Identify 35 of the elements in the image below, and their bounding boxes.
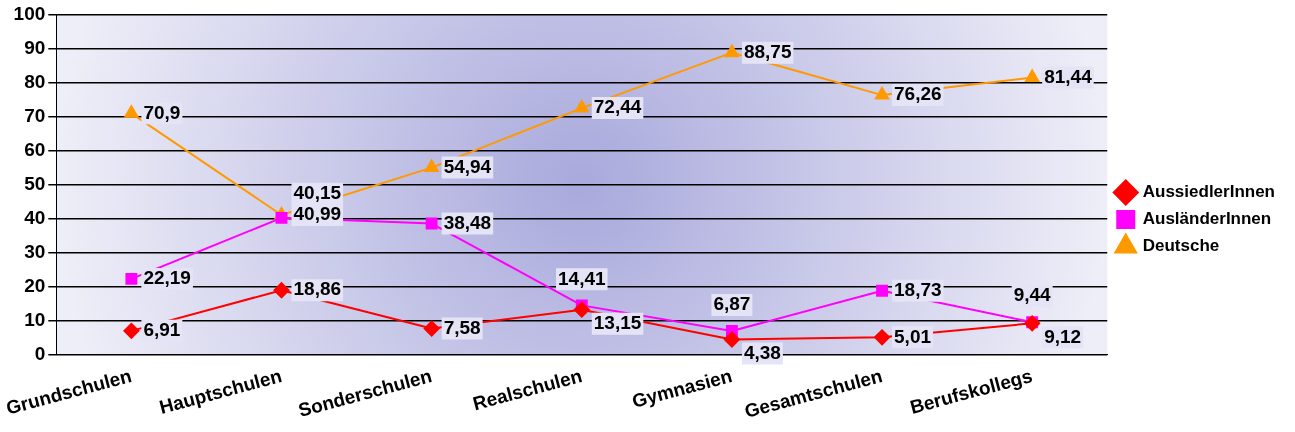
data-label: 18,73 xyxy=(894,278,942,300)
data-label: 5,01 xyxy=(894,325,932,347)
data-label: 13,15 xyxy=(593,311,642,333)
y-tick-label: 80 xyxy=(24,70,46,92)
y-tick-label: 0 xyxy=(34,342,46,364)
data-label: 38,48 xyxy=(443,211,492,233)
y-tick-label: 50 xyxy=(24,172,46,194)
y-tick-label: 40 xyxy=(24,206,46,228)
y-tick-label: 90 xyxy=(24,36,46,58)
legend-label: AussiedlerInnen xyxy=(1142,182,1276,202)
legend-label: AusländerInnen xyxy=(1142,209,1272,229)
data-label: 18,86 xyxy=(293,278,342,300)
y-tick-label: 20 xyxy=(24,274,46,296)
data-label: 40,99 xyxy=(293,203,342,225)
data-label: 14,41 xyxy=(558,267,606,289)
data-label: 6,87 xyxy=(713,293,751,315)
data-label: 6,91 xyxy=(143,319,181,341)
y-tick-label: 10 xyxy=(24,308,46,330)
y-tick-label: 60 xyxy=(24,138,46,160)
y-tick-label: 70 xyxy=(24,104,46,126)
data-label: 4,38 xyxy=(743,341,781,363)
data-label: 9,44 xyxy=(1013,284,1052,306)
data-label: 76,26 xyxy=(894,83,942,105)
data-label: 72,44 xyxy=(593,96,642,118)
data-label: 7,58 xyxy=(443,316,481,338)
legend-label: Deutsche xyxy=(1142,236,1220,256)
data-label: 70,9 xyxy=(143,101,181,123)
data-label: 40,15 xyxy=(293,182,342,204)
data-label: 22,19 xyxy=(143,267,191,289)
data-label: 9,12 xyxy=(1044,325,1082,347)
y-tick-label: 30 xyxy=(24,240,46,262)
data-label: 88,75 xyxy=(743,40,792,62)
data-label: 81,44 xyxy=(1044,65,1093,87)
y-tick-label: 100 xyxy=(13,2,46,24)
data-label: 54,94 xyxy=(443,155,492,177)
